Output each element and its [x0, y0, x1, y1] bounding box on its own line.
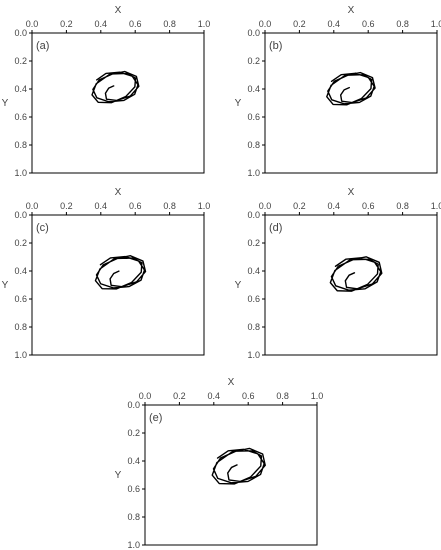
x-tick-label: 0.4 [328, 19, 341, 29]
x-tick-label: 0.6 [129, 19, 142, 29]
plot-frame [264, 214, 438, 356]
x-tick-label: 0.0 [26, 19, 39, 29]
y-tick-label: 0.2 [127, 428, 140, 438]
x-tick-label: 0.4 [328, 201, 341, 211]
y-tick-label: 0.0 [14, 210, 27, 220]
x-axis-label: X [115, 187, 122, 198]
y-tick-label: 0.4 [247, 266, 260, 276]
x-axis-label: X [348, 187, 355, 198]
chart-panel: 0.0 0.2 0.4 0.6 0.8 1.0 0.0 0.2 0.4 0.6 0.8 1.0 X Y (a… [2, 5, 211, 178]
y-tick-label: 1.0 [14, 350, 27, 360]
x-tick-label: 0.4 [95, 201, 108, 211]
y-tick-label: 0.6 [247, 112, 260, 122]
y-tick-label: 0.2 [14, 56, 27, 66]
x-tick-label: 0.2 [60, 201, 73, 211]
x-tick-label: 0.8 [396, 201, 409, 211]
x-tick-label: 0.2 [293, 19, 306, 29]
x-tick-label: 0.4 [208, 391, 221, 401]
x-tick-label: 1.0 [311, 391, 324, 401]
y-axis-label: Y [2, 280, 9, 291]
y-tick-label: 0.0 [247, 210, 260, 220]
x-tick-label: 0.6 [129, 201, 142, 211]
y-tick-label: 0.8 [14, 140, 27, 150]
y-tick-label: 0.2 [247, 238, 260, 248]
x-tick-label: 1.0 [431, 19, 441, 29]
x-tick-label: 0.0 [26, 201, 39, 211]
chart-panel: 0.0 0.2 0.4 0.6 0.8 1.0 0.0 0.2 0.4 0.6 0.8 1.0 X Y (e… [115, 377, 324, 550]
x-tick-label: 1.0 [198, 19, 211, 29]
y-tick-label: 0.0 [247, 28, 260, 38]
y-tick-label: 0.4 [14, 266, 27, 276]
y-tick-label: 1.0 [14, 168, 27, 178]
y-tick-label: 1.0 [247, 168, 260, 178]
panel-label: (d) [269, 222, 282, 234]
panel-label: (e) [149, 412, 162, 424]
y-tick-label: 0.0 [127, 400, 140, 410]
chart-panel: 0.0 0.2 0.4 0.6 0.8 1.0 0.0 0.2 0.4 0.6 0.8 1.0 X Y (c… [2, 187, 211, 360]
series-line [326, 71, 376, 106]
y-tick-label: 0.8 [247, 140, 260, 150]
y-axis-label: Y [2, 98, 9, 109]
y-tick-label: 0.6 [247, 294, 260, 304]
panel-label: (b) [269, 40, 282, 52]
y-tick-label: 1.0 [127, 540, 140, 550]
y-tick-label: 0.4 [247, 84, 260, 94]
y-tick-label: 0.2 [247, 56, 260, 66]
x-tick-label: 0.2 [60, 19, 73, 29]
y-tick-label: 0.8 [14, 322, 27, 332]
x-tick-label: 0.2 [173, 391, 186, 401]
series-line [329, 256, 383, 292]
x-tick-label: 0.6 [362, 19, 375, 29]
x-tick-label: 1.0 [198, 201, 211, 211]
y-tick-label: 0.8 [247, 322, 260, 332]
x-tick-label: 0.8 [276, 391, 289, 401]
x-axis-label: X [228, 377, 235, 388]
x-tick-label: 0.6 [242, 391, 255, 401]
panel-label: (a) [36, 40, 49, 52]
plot-frame [144, 404, 318, 546]
x-tick-label: 0.0 [259, 19, 272, 29]
series-line [91, 70, 140, 104]
x-tick-label: 0.8 [396, 19, 409, 29]
plot-frame [31, 214, 205, 356]
x-tick-label: 1.0 [431, 201, 441, 211]
y-tick-label: 0.4 [127, 456, 140, 466]
y-tick-label: 0.0 [14, 28, 27, 38]
series-line [94, 255, 147, 290]
x-axis-label: X [115, 5, 122, 16]
plot-frame [31, 32, 205, 174]
y-tick-label: 0.6 [127, 484, 140, 494]
x-axis-label: X [348, 5, 355, 16]
y-axis-label: Y [115, 470, 122, 481]
chart-panel: 0.0 0.2 0.4 0.6 0.8 1.0 0.0 0.2 0.4 0.6 0.8 1.0 X Y (b… [235, 5, 441, 178]
y-tick-label: 0.6 [14, 294, 27, 304]
x-tick-label: 0.0 [139, 391, 152, 401]
x-tick-label: 0.4 [95, 19, 108, 29]
y-tick-label: 0.8 [127, 512, 140, 522]
y-axis-label: Y [235, 280, 242, 291]
x-tick-label: 0.6 [362, 201, 375, 211]
chart-panel: 0.0 0.2 0.4 0.6 0.8 1.0 0.0 0.2 0.4 0.6 0.8 1.0 X Y (d… [235, 187, 441, 360]
series-line [211, 447, 266, 485]
x-tick-label: 0.8 [163, 19, 176, 29]
x-tick-label: 0.0 [259, 201, 272, 211]
y-tick-label: 0.2 [14, 238, 27, 248]
x-tick-label: 0.8 [163, 201, 176, 211]
y-axis-label: Y [235, 98, 242, 109]
panel-label: (c) [36, 222, 49, 234]
y-tick-label: 0.6 [14, 112, 27, 122]
y-tick-label: 0.4 [14, 84, 27, 94]
x-tick-label: 0.2 [293, 201, 306, 211]
y-tick-label: 1.0 [247, 350, 260, 360]
